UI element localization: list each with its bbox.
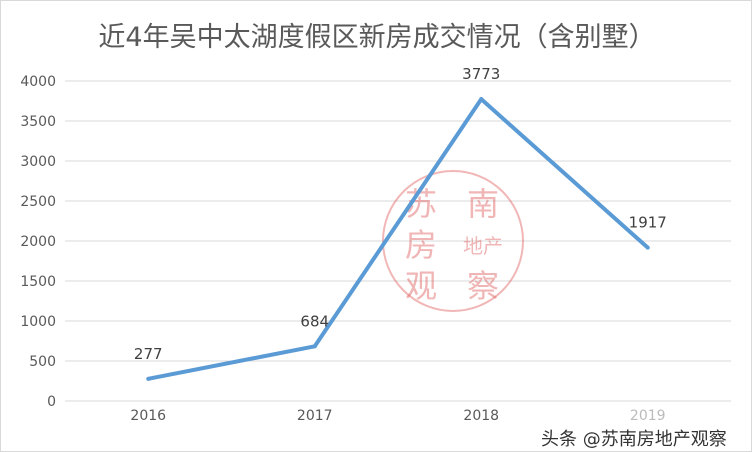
data-label: 684 [300, 312, 329, 330]
y-tick-label: 2000 [20, 234, 56, 250]
data-label: 277 [134, 345, 163, 363]
data-point [312, 344, 317, 349]
y-tick-label: 1500 [20, 274, 56, 290]
y-tick-label: 2500 [20, 194, 56, 210]
watermark-stamp-text: 南 [467, 185, 499, 223]
data-point [479, 97, 484, 102]
y-tick-label: 1000 [20, 314, 56, 330]
y-tick-label: 4000 [20, 74, 56, 90]
y-tick-label: 500 [29, 354, 56, 370]
y-tick-label: 3000 [20, 154, 56, 170]
data-label: 3773 [462, 65, 500, 83]
watermark-stamp-text: 观 [405, 267, 437, 305]
x-tick-label: 2018 [463, 408, 499, 424]
x-tick-label: 2019 [630, 408, 666, 424]
data-point [645, 245, 650, 250]
data-label: 1917 [629, 214, 667, 232]
watermark-stamp-text: 房 [405, 226, 437, 264]
y-tick-label: 0 [47, 394, 56, 410]
watermark-stamp-circle [382, 170, 524, 312]
series-line [147, 97, 650, 381]
x-tick-label: 2016 [130, 408, 166, 424]
y-tick-label: 3500 [20, 114, 56, 130]
chart-title: 近4年吴中太湖度假区新房成交情况（含别墅） [98, 22, 656, 53]
data-point [146, 376, 151, 381]
watermark-stamp-text: 察 [467, 267, 499, 305]
credit-text: 头条 @苏南房地产观察 [541, 429, 727, 450]
x-tick-label: 2017 [297, 408, 333, 424]
watermark-stamp-text: 地产 [463, 234, 503, 258]
